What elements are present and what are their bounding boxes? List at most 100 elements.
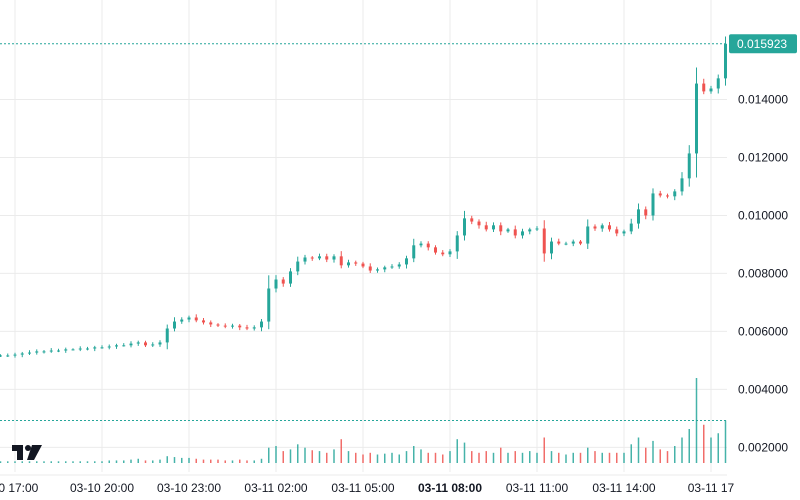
candle-body bbox=[86, 348, 89, 350]
volume-bar bbox=[608, 452, 611, 463]
candle-body bbox=[35, 351, 39, 353]
volume-bar bbox=[333, 449, 335, 463]
price-tick-label: 0.012000 bbox=[738, 150, 788, 164]
volume-bar bbox=[72, 461, 74, 463]
price-axis-bg bbox=[727, 0, 800, 500]
grid bbox=[0, 0, 800, 476]
candle-body bbox=[274, 279, 278, 289]
candle-body bbox=[42, 351, 46, 353]
volume-bar bbox=[710, 437, 712, 463]
volume-bar bbox=[471, 451, 473, 463]
candle-body bbox=[57, 350, 60, 352]
volume-bar bbox=[144, 460, 147, 463]
candle-body bbox=[550, 241, 553, 254]
volume-bar bbox=[311, 450, 313, 463]
volume-bar bbox=[253, 460, 255, 463]
candle-body bbox=[390, 266, 394, 268]
volume-bar bbox=[101, 461, 103, 463]
volume-bar bbox=[703, 424, 705, 463]
candle-body bbox=[289, 271, 292, 284]
time-axis[interactable]: 10 17:00 03-10 20:00 03-10 23:00 03-11 02:0… bbox=[0, 476, 735, 500]
candle-body bbox=[303, 257, 307, 262]
volume-bar bbox=[645, 447, 647, 463]
volume-bar bbox=[108, 460, 110, 463]
candle-body bbox=[441, 252, 445, 255]
candle-body bbox=[528, 229, 532, 232]
candle-body bbox=[666, 195, 669, 197]
candle-body bbox=[397, 264, 401, 267]
tradingview-logo[interactable] bbox=[12, 445, 42, 460]
volume-bar bbox=[347, 451, 350, 463]
candle-body bbox=[310, 257, 314, 259]
volume-bar bbox=[123, 460, 125, 463]
volume-bar bbox=[623, 452, 625, 463]
candle-body bbox=[629, 223, 633, 232]
candle-body bbox=[506, 229, 510, 232]
volume-bars bbox=[0, 378, 727, 463]
candle-body bbox=[122, 345, 126, 347]
volume-bar bbox=[340, 439, 342, 463]
volume-bar bbox=[601, 452, 603, 463]
volume-bar bbox=[14, 461, 16, 463]
candle-body bbox=[223, 325, 227, 327]
candle-body bbox=[412, 245, 416, 259]
volume-bar bbox=[666, 451, 669, 463]
volume-bar bbox=[57, 461, 60, 463]
volume-bar bbox=[529, 451, 531, 463]
candle-body bbox=[260, 321, 263, 328]
volume-bar bbox=[572, 452, 574, 463]
candle-body bbox=[129, 343, 133, 346]
candle-body bbox=[28, 352, 31, 354]
volume-bar bbox=[594, 451, 596, 463]
volume-bar bbox=[391, 452, 393, 463]
candle-body bbox=[709, 88, 713, 92]
volume-bar bbox=[434, 452, 437, 463]
candle-body bbox=[332, 256, 336, 260]
volume-bar bbox=[543, 437, 545, 463]
candle-body bbox=[209, 322, 213, 325]
candle-body bbox=[492, 225, 495, 230]
candle-body bbox=[680, 178, 684, 192]
volume-bar bbox=[369, 452, 371, 463]
time-tick-label: 03-11 05:00 bbox=[331, 481, 394, 495]
candle-body bbox=[100, 347, 104, 349]
candle-body bbox=[49, 350, 53, 352]
candle-body bbox=[252, 327, 256, 329]
price-axis[interactable]: 0.002000 0.004000 0.006000 0.008000 0.010000… bbox=[727, 0, 800, 500]
candle-body bbox=[405, 258, 408, 265]
price-tick-label: 0.006000 bbox=[738, 324, 788, 338]
volume-bar bbox=[485, 451, 487, 463]
candle-body bbox=[6, 355, 10, 357]
volume-bar bbox=[188, 457, 190, 463]
candle-body bbox=[318, 256, 321, 259]
time-tick-label: 03-11 17 bbox=[688, 481, 735, 495]
volume-bar bbox=[86, 461, 89, 463]
volume-bar bbox=[21, 461, 23, 463]
candle-body bbox=[702, 83, 706, 92]
volume-bar bbox=[130, 459, 132, 463]
candle-body bbox=[144, 342, 147, 346]
volume-bar bbox=[449, 451, 451, 463]
candle-body bbox=[455, 235, 459, 252]
candle-body bbox=[557, 241, 561, 244]
volume-bar bbox=[637, 437, 640, 463]
volume-bar bbox=[246, 460, 248, 463]
candle-body bbox=[383, 267, 387, 270]
candle-body bbox=[513, 229, 517, 236]
candle-body bbox=[593, 226, 597, 229]
volume-bar bbox=[587, 447, 589, 463]
volume-bar bbox=[550, 451, 553, 463]
candle-body bbox=[64, 349, 68, 351]
candle-body bbox=[202, 320, 205, 323]
volume-bar bbox=[507, 452, 509, 463]
candle-body bbox=[470, 218, 474, 222]
volume-bar bbox=[514, 451, 516, 463]
price-tick-label: 0.002000 bbox=[738, 440, 788, 454]
candle-body bbox=[325, 256, 329, 260]
volume-bar bbox=[318, 451, 321, 463]
candle-body bbox=[622, 231, 626, 234]
candle-body bbox=[13, 354, 17, 356]
volume-bar bbox=[36, 461, 38, 463]
volume-bar bbox=[224, 460, 226, 463]
